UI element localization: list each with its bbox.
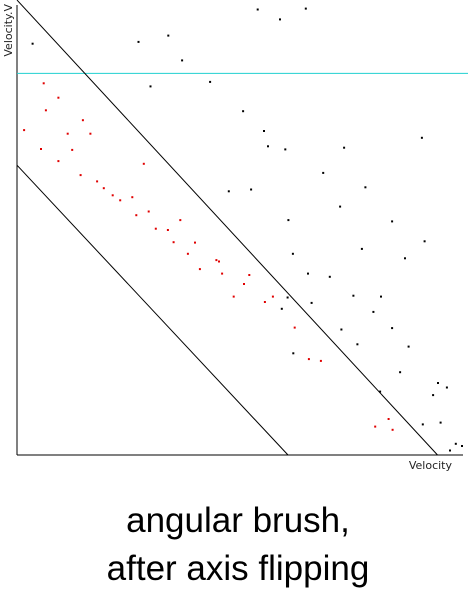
selected-point: [111, 194, 114, 197]
unselected-point: [340, 328, 343, 331]
unselected-point: [322, 171, 325, 174]
unselected-point: [372, 310, 375, 313]
unselected-point: [432, 394, 435, 397]
selected-point: [172, 241, 175, 244]
unselected-point: [167, 34, 170, 37]
selected-point: [293, 326, 296, 329]
unselected-point: [307, 272, 309, 275]
unselected-point: [404, 257, 406, 260]
selected-point: [263, 301, 266, 303]
unselected-point: [352, 294, 355, 297]
selected-point: [232, 295, 235, 298]
selected-point: [131, 196, 134, 199]
selected-point: [218, 260, 220, 263]
selected-point: [89, 132, 92, 135]
selected-point: [186, 252, 189, 255]
unselected-point: [284, 148, 287, 151]
unselected-point: [291, 252, 294, 255]
selected-point: [319, 359, 322, 362]
unselected-point: [256, 8, 259, 11]
selected-point: [194, 241, 196, 244]
unselected-point: [137, 40, 140, 43]
selected-point: [387, 418, 390, 420]
unselected-point: [304, 7, 307, 10]
selected-point: [147, 210, 150, 213]
selected-point: [135, 214, 138, 217]
unselected-point: [421, 423, 424, 426]
selected-point: [40, 148, 42, 150]
selected-point: [179, 219, 182, 222]
selected-point: [248, 274, 251, 276]
selected-point: [102, 187, 105, 190]
unselected-point: [250, 188, 253, 191]
unselected-point: [364, 186, 367, 189]
selected-point: [71, 148, 74, 151]
selected-point: [96, 180, 99, 183]
unselected-point: [461, 445, 463, 447]
unselected-point: [292, 352, 295, 355]
unselected-point: [380, 295, 382, 298]
unselected-point: [280, 307, 283, 310]
unselected-point: [181, 59, 184, 62]
unselected-point: [279, 18, 281, 21]
unselected-point: [242, 110, 245, 113]
unselected-point: [420, 136, 423, 139]
unselected-point: [379, 390, 382, 393]
unselected-point: [360, 247, 363, 250]
unselected-point: [328, 275, 331, 278]
selected-point: [374, 425, 377, 428]
unselected-point: [399, 371, 402, 374]
unselected-point: [286, 296, 289, 299]
unselected-point: [449, 449, 451, 452]
selected-point: [42, 82, 45, 85]
selected-point: [166, 229, 169, 231]
unselected-point: [227, 190, 230, 193]
selected-point: [198, 268, 201, 271]
unselected-point: [439, 421, 442, 424]
unselected-point: [356, 343, 359, 346]
unselected-point: [391, 220, 394, 223]
brush-lower-line[interactable]: [16, 164, 289, 456]
figure-caption-line-1: angular brush,: [126, 501, 350, 540]
unselected-point: [339, 205, 342, 208]
unselected-point: [407, 345, 410, 348]
brush-upper-line[interactable]: [16, 0, 438, 456]
angular-brush[interactable]: [16, 0, 468, 456]
selected-point: [23, 129, 26, 132]
unselected-point: [149, 85, 152, 88]
selected-point: [307, 358, 310, 361]
unselected-point: [209, 80, 212, 83]
selected-point: [66, 132, 69, 135]
x-axis-label: Velocity: [409, 459, 453, 472]
unselected-point: [343, 146, 346, 149]
figure-caption-line-2: after axis flipping: [106, 549, 370, 588]
unselected-point: [287, 219, 290, 222]
unselected-point: [437, 382, 439, 384]
unselected-point: [391, 327, 394, 330]
unselected-point: [310, 301, 313, 304]
selected-point: [221, 272, 224, 275]
selected-point: [391, 428, 394, 431]
selected-point: [119, 199, 122, 202]
unselected-point: [263, 130, 265, 132]
selected-point: [215, 259, 218, 262]
unselected-point: [445, 386, 448, 389]
selected-point: [57, 96, 60, 99]
unselected-point: [267, 145, 269, 148]
unselected-point: [423, 240, 426, 243]
y-axis-label: Velocity.V: [2, 4, 15, 57]
data-points: [23, 7, 463, 452]
unselected-point: [31, 42, 34, 45]
selected-point: [44, 109, 47, 112]
selected-point: [271, 295, 274, 298]
selected-point: [57, 160, 60, 163]
selected-point: [142, 162, 145, 165]
selected-point: [243, 283, 245, 285]
selected-point: [81, 119, 84, 122]
unselected-point: [454, 442, 457, 445]
scatter-plot: Velocity Velocity.V: [2, 0, 468, 472]
selected-point: [154, 227, 157, 230]
selected-point: [79, 174, 82, 177]
